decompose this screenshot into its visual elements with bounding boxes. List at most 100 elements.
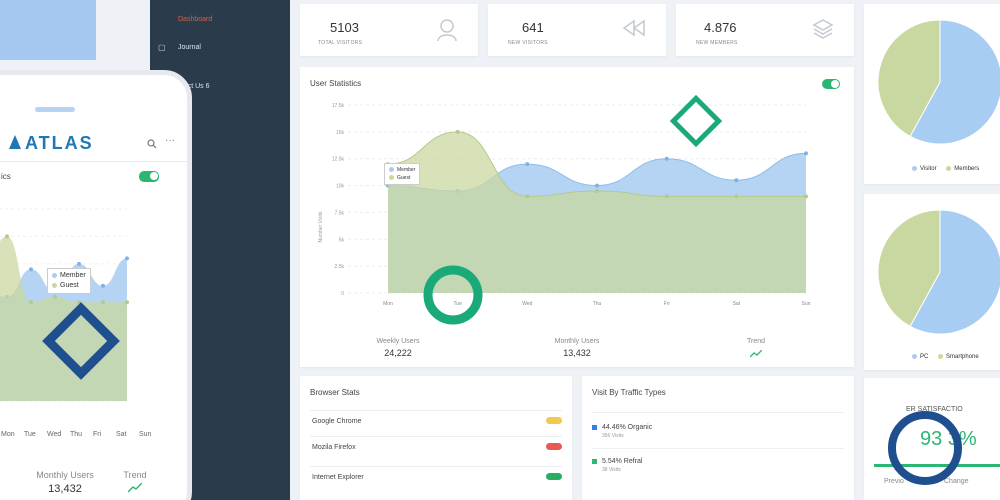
data-point bbox=[29, 300, 33, 305]
data-point bbox=[804, 151, 808, 156]
legend-dot bbox=[389, 167, 394, 173]
stat-label: TOTAL VISITORS bbox=[318, 40, 363, 46]
rewind-icon bbox=[622, 19, 645, 37]
footer-stat-trend: Trend bbox=[716, 338, 796, 363]
data-point bbox=[664, 194, 669, 199]
stat-card-new-members: 4.876 NEW MEMBERS bbox=[676, 4, 854, 56]
search-icon[interactable] bbox=[147, 139, 157, 149]
y-tick-label: 12.5k bbox=[332, 157, 345, 163]
pie-slice bbox=[877, 19, 941, 138]
legend-label: Member bbox=[397, 167, 416, 173]
phone-section-title: ics bbox=[1, 172, 11, 181]
stat-value: 641 bbox=[522, 20, 544, 35]
visitors-pie-card: Visitor Members bbox=[864, 4, 1000, 184]
satisfaction-change: Change bbox=[944, 478, 969, 485]
phone-chart-legend: Member Guest bbox=[47, 268, 91, 294]
layers-icon bbox=[812, 19, 834, 39]
stat-card-new-visitors: 641 NEW VISITORS bbox=[488, 4, 666, 56]
divider bbox=[592, 448, 844, 449]
legend-label: Visitor bbox=[920, 166, 937, 173]
x-tick-label: Mon bbox=[383, 301, 393, 307]
pie-slice bbox=[877, 209, 941, 328]
series-area-guest bbox=[388, 131, 806, 293]
data-point bbox=[455, 129, 460, 134]
data-point bbox=[77, 261, 81, 266]
phone-footer-monthly: Monthly Users 13,432 bbox=[25, 470, 105, 495]
y-tick-label: 7.5k bbox=[335, 210, 345, 216]
data-point bbox=[595, 188, 599, 193]
legend-dot bbox=[912, 166, 917, 171]
x-tick-label: Tue bbox=[453, 301, 462, 307]
legend-label: Smartphone bbox=[946, 354, 979, 361]
traffic-label: 5.54% Refral bbox=[602, 458, 643, 465]
data-point bbox=[53, 294, 57, 299]
devices-pie-chart bbox=[877, 209, 1000, 335]
stat-label: NEW VISITORS bbox=[508, 40, 548, 46]
legend-item-guest: Guest bbox=[389, 174, 415, 182]
atlas-logo-icon bbox=[9, 135, 21, 149]
footer-stat-monthly: Monthly Users 13,432 bbox=[537, 338, 617, 358]
chart-toggle[interactable] bbox=[822, 79, 840, 89]
legend-dot bbox=[912, 354, 917, 359]
sidebar-item-dashboard[interactable]: Dashboard bbox=[150, 12, 290, 30]
legend-item-member: Member bbox=[389, 166, 415, 174]
traffic-visits: 356 Visits bbox=[602, 433, 624, 439]
y-tick-label: 2.5k bbox=[335, 264, 345, 270]
legend-dot bbox=[389, 175, 394, 181]
footer-stat-weekly: Weekly Users 24,222 bbox=[358, 338, 438, 358]
footer-stat-label: Trend bbox=[746, 338, 766, 345]
sidebar-item-journal[interactable]: ▢ Journal bbox=[150, 40, 290, 58]
browser-label: Internet Explorer bbox=[312, 474, 364, 481]
sidebar-item-contact[interactable]: ntact Us 6 bbox=[150, 79, 290, 97]
data-point bbox=[525, 162, 530, 167]
data-point bbox=[804, 194, 808, 199]
browser-badge bbox=[546, 473, 562, 480]
data-point bbox=[125, 300, 129, 305]
data-point bbox=[101, 300, 105, 305]
y-tick-label: 0 bbox=[341, 291, 344, 297]
y-tick-label: 10k bbox=[336, 184, 345, 190]
phone-speaker bbox=[35, 107, 75, 112]
card-title: Browser Stats bbox=[310, 388, 360, 397]
app-brand: ATLAS bbox=[25, 133, 94, 153]
x-tick-label: Sun bbox=[802, 301, 811, 307]
user-icon bbox=[437, 19, 457, 42]
pie-legend: Visitor Members bbox=[912, 166, 979, 172]
footer-stat-value: 24,222 bbox=[384, 348, 412, 358]
x-tick-label: Sun bbox=[139, 431, 152, 438]
more-icon[interactable]: ··· bbox=[165, 135, 175, 146]
sidebar-item-label: Dashboard bbox=[178, 16, 213, 23]
footer-stat-value: 13,432 bbox=[563, 348, 591, 358]
legend-dot bbox=[946, 166, 952, 171]
list-item: Internet Explorer bbox=[310, 466, 562, 488]
visitors-pie-chart bbox=[877, 19, 1000, 145]
divider bbox=[0, 161, 187, 162]
sidebar-item-label: ntact Us 6 bbox=[178, 83, 210, 90]
data-point bbox=[5, 234, 9, 239]
sidebar-item-label: Journal bbox=[178, 44, 201, 51]
phone-chart-toggle[interactable] bbox=[139, 171, 159, 182]
phone-area-chart bbox=[0, 208, 129, 402]
browser-label: Mozila Firefox bbox=[312, 444, 356, 451]
trend-icon bbox=[749, 349, 763, 358]
traffic-label: 44.46% Organic bbox=[602, 424, 653, 431]
traffic-types-card: Visit By Traffic Types 44.46% Organic 35… bbox=[582, 376, 854, 500]
y-tick-label: 15k bbox=[336, 130, 345, 136]
satisfaction-bar bbox=[874, 464, 1000, 467]
footer-stat-label: Monthly Users bbox=[554, 338, 600, 345]
user-statistics-chart: 0 2.5k 5k 7.5k 10k 12.5k 15k 17.5k Number Visits… bbox=[318, 103, 811, 307]
list-item: Google Chrome bbox=[310, 410, 562, 432]
stat-card-total-visitors: 5103 TOTAL VISITORS bbox=[300, 4, 478, 56]
pie-legend: PC Smartphone bbox=[912, 354, 979, 360]
browser-stats-card: Browser Stats Google Chrome Mozila Firef… bbox=[300, 376, 572, 500]
user-statistics-card: User Statistics 0 2.5k 5k 7.5k 10k 12.5k 15k 17… bbox=[300, 67, 854, 367]
data-point bbox=[29, 267, 33, 272]
data-point bbox=[77, 300, 81, 305]
browser-badge bbox=[546, 443, 562, 450]
footer-stat-label: Weekly Users bbox=[376, 338, 420, 345]
legend-dot bbox=[52, 282, 57, 288]
x-tick-label: Mon bbox=[1, 431, 15, 438]
traffic-item-referral: 5.54% Refral 38 Visits bbox=[592, 458, 643, 473]
legend-item-member: Member bbox=[52, 271, 86, 281]
legend-dot bbox=[938, 354, 944, 359]
